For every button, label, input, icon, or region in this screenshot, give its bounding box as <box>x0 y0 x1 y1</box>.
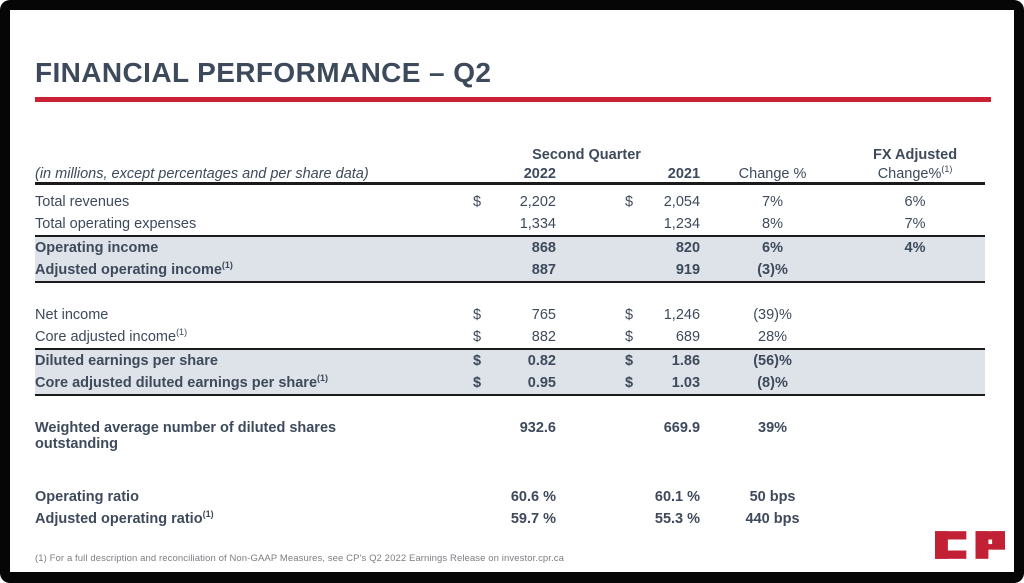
cp-logo-icon <box>935 531 1005 559</box>
table-header-row-columns: (in millions, except percentages and per… <box>35 163 986 185</box>
value-2022: 59.7 % <box>510 511 556 527</box>
spacer-row <box>35 456 985 486</box>
title-underline <box>35 97 991 102</box>
value-2021: $1.86 <box>625 349 701 372</box>
footnote: (1) For a full description and reconcili… <box>35 553 565 564</box>
table-row: Weighted average number of diluted share… <box>35 418 985 456</box>
group-header-second-quarter: Second Quarter <box>532 147 641 163</box>
spacer-row <box>35 184 985 192</box>
change-value: 6% <box>700 236 846 259</box>
value-2021: 919 <box>625 259 701 283</box>
value-2021: $2,054 <box>625 194 701 210</box>
change-value: 7% <box>762 194 784 210</box>
table-row: Total revenues $2,202 $2,054 7% 6% <box>35 191 985 213</box>
slide: FINANCIAL PERFORMANCE – Q2 Second Quarte… <box>10 10 1014 572</box>
row-label: Operating ratio <box>35 489 139 505</box>
table-caption: (in millions, except percentages and per… <box>35 163 473 185</box>
fx-value <box>845 304 985 326</box>
value-2021: $1.03 <box>625 372 701 396</box>
value-2022: 1,334 <box>473 213 556 237</box>
table-row: Net income $765 $1,246 (39)% <box>35 304 985 326</box>
table-header: Second Quarter FX Adjusted (in millions,… <box>35 146 986 185</box>
table-row: Adjusted operating income(1) 887 919 (3)… <box>35 259 986 283</box>
value-2022: $0.95 <box>473 372 556 396</box>
fx-value <box>845 259 986 283</box>
value-2022: $2,202 <box>473 194 556 210</box>
value-2021: 55.3 % <box>654 511 701 527</box>
change-value: 39% <box>758 420 788 436</box>
currency-sign: $ <box>473 194 482 210</box>
table-row: Core adjusted diluted earnings per share… <box>35 372 986 396</box>
fx-value <box>845 486 985 508</box>
column-header-fx-adjusted: FX Adjusted <box>873 147 958 163</box>
value-2021: 60.1 % <box>654 489 701 505</box>
spacer-row <box>35 395 985 418</box>
value-2022: 60.6 % <box>510 489 556 505</box>
value-2021: 1,234 <box>625 213 701 237</box>
column-header-fx-change: Change%(1) <box>845 163 986 185</box>
row-label: Diluted earnings per share <box>35 349 473 372</box>
value-2022: $0.82 <box>473 349 556 372</box>
change-value: 440 bps <box>745 511 800 527</box>
table-row: Adjusted operating ratio(1) 59.7 % 55.3 … <box>35 508 985 530</box>
fx-value <box>845 349 986 372</box>
change-value: (39)% <box>753 307 792 323</box>
value-2021: $689 <box>625 326 701 350</box>
fx-value <box>845 326 986 350</box>
value-2021: 669.9 <box>663 420 701 436</box>
fx-value <box>845 508 985 530</box>
column-header-change: Change % <box>700 163 846 185</box>
row-label: Total revenues <box>35 194 130 210</box>
change-value: 28% <box>700 326 846 350</box>
row-label: Adjusted operating ratio(1) <box>35 509 214 527</box>
value-2022: 868 <box>473 236 556 259</box>
row-label: Weighted average number of diluted share… <box>35 420 337 452</box>
change-value: (56)% <box>700 349 846 372</box>
currency-sign: $ <box>625 194 634 210</box>
column-header-2021: 2021 <box>667 166 701 182</box>
row-label: Adjusted operating income(1) <box>35 259 473 283</box>
value-2022: $765 <box>473 307 556 323</box>
column-header-2022: 2022 <box>523 166 556 182</box>
table-row: Operating income 868 820 6% 4% <box>35 236 986 259</box>
fx-value: 4% <box>845 236 986 259</box>
fx-value <box>845 372 986 396</box>
value-2021: $1,246 <box>625 307 701 323</box>
row-label: Total operating expenses <box>35 213 473 237</box>
value-2022: 932.6 <box>519 420 556 436</box>
row-label: Net income <box>35 307 109 323</box>
page-title: FINANCIAL PERFORMANCE – Q2 <box>35 57 492 88</box>
row-label: Core adjusted income(1) <box>35 326 473 350</box>
change-value: 8% <box>700 213 846 237</box>
change-value: 50 bps <box>749 489 796 505</box>
fx-value: 7% <box>845 213 986 237</box>
row-label: Operating income <box>35 236 473 259</box>
financial-table: Second Quarter FX Adjusted (in millions,… <box>35 146 986 530</box>
spacer-row <box>35 282 985 304</box>
fx-value: 6% <box>904 194 926 210</box>
table-row: Core adjusted income(1) $882 $689 28% <box>35 326 986 350</box>
value-2021: 820 <box>625 236 701 259</box>
change-value: (8)% <box>700 372 846 396</box>
row-label: Core adjusted diluted earnings per share… <box>35 372 473 396</box>
table-row: Total operating expenses 1,334 1,234 8% … <box>35 213 986 237</box>
fx-value <box>845 418 985 456</box>
change-value: (3)% <box>700 259 846 283</box>
value-2022: 887 <box>473 259 556 283</box>
table-row: Diluted earnings per share $0.82 $1.86 (… <box>35 349 986 372</box>
value-2022: $882 <box>473 326 556 350</box>
table-header-row-group: Second Quarter FX Adjusted <box>35 146 985 163</box>
table-row: Operating ratio 60.6 % 60.1 % 50 bps <box>35 486 985 508</box>
